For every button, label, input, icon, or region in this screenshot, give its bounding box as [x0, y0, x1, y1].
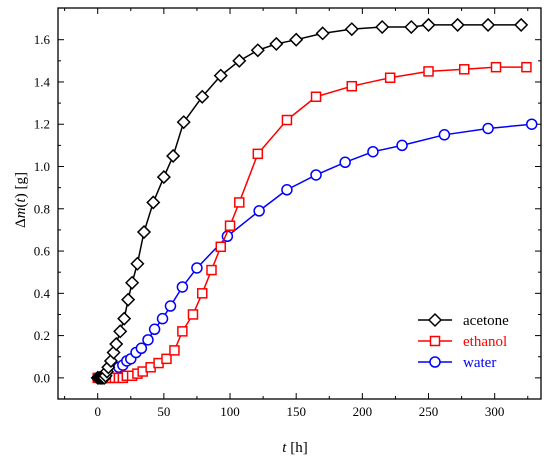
- data-point-acetone: [514, 17, 529, 32]
- data-point-acetone: [213, 68, 228, 83]
- data-point-water: [191, 262, 203, 274]
- legend-label: ethanol: [463, 334, 507, 350]
- data-point-acetone: [130, 256, 145, 271]
- data-point-water: [367, 145, 379, 158]
- data-point-ethanol: [281, 114, 293, 126]
- data-point-water: [164, 300, 177, 312]
- data-point-acetone: [136, 224, 152, 240]
- y-tick-label: 1.6: [34, 32, 51, 47]
- data-point-ethanol: [346, 80, 358, 92]
- data-point-acetone: [109, 336, 124, 352]
- y-axis-title: Δm(t) [g]: [13, 172, 29, 228]
- data-point-water: [148, 323, 161, 336]
- x-tick-label: 250: [419, 404, 439, 419]
- data-point-acetone: [156, 170, 171, 185]
- y-tick-label: 0.0: [34, 370, 50, 385]
- data-point-water: [525, 118, 538, 130]
- data-point-acetone: [125, 275, 140, 290]
- y-tick-label: 0.2: [34, 328, 50, 343]
- data-point-water: [135, 342, 148, 355]
- data-point-ethanol: [169, 345, 180, 356]
- data-point-water: [438, 129, 451, 141]
- legend-label: acetone: [463, 313, 509, 329]
- data-point-water: [396, 139, 408, 152]
- data-point-ethanol: [252, 148, 264, 160]
- y-tick-labels: 0.0 0.2 0.4 0.6 0.8 1.0 1.2 1.4 1.6: [34, 32, 51, 385]
- data-point-ethanol: [458, 64, 470, 75]
- data-point-water: [142, 334, 154, 346]
- data-point-acetone: [113, 324, 128, 339]
- legend-item-ethanol: ethanol: [418, 334, 507, 350]
- legend-item-acetone: acetone: [418, 312, 509, 329]
- data-point-ethanol: [161, 353, 172, 365]
- x-tick-label: 50: [157, 404, 170, 419]
- data-point-water: [310, 169, 322, 181]
- y-tick-label: 0.6: [34, 244, 51, 259]
- data-point-acetone: [481, 17, 496, 32]
- legend-marker: [429, 356, 441, 368]
- data-point-water: [281, 184, 293, 196]
- legend-item-water: water: [418, 355, 496, 371]
- legend-label: water: [463, 355, 496, 371]
- series-acetone: [90, 17, 529, 385]
- data-point-ethanol: [521, 61, 532, 73]
- data-point-ethanol: [310, 91, 322, 103]
- y-tick-label: 0.4: [34, 286, 51, 301]
- data-point-ethanol: [423, 66, 434, 77]
- data-point-acetone: [450, 17, 465, 32]
- series-line-acetone: [97, 24, 522, 379]
- y-tick-label: 1.0: [34, 159, 50, 174]
- data-point-ethanol: [490, 61, 502, 73]
- data-point-acetone: [250, 43, 265, 58]
- y-tick-label: 1.4: [34, 74, 51, 89]
- x-tick-label: 0: [94, 404, 101, 419]
- data-point-ethanol: [187, 309, 199, 320]
- data-point-acetone: [176, 115, 191, 130]
- data-point-acetone: [269, 36, 284, 51]
- x-tick-label: 150: [286, 404, 306, 419]
- data-point-ethanol: [196, 288, 208, 299]
- data-point-acetone: [315, 26, 330, 41]
- data-point-acetone: [232, 53, 247, 68]
- plot-frame: [57, 7, 542, 400]
- legend-marker: [429, 335, 441, 347]
- data-point-acetone: [375, 19, 390, 35]
- data-point-ethanol: [215, 241, 227, 253]
- data-point-acetone: [146, 195, 161, 210]
- data-point-water: [339, 156, 351, 169]
- data-point-acetone: [421, 17, 436, 32]
- data-point-acetone: [195, 89, 210, 104]
- data-point-ethanol: [234, 197, 245, 208]
- legend-marker: [427, 312, 443, 328]
- x-axis-title: t [h]: [282, 440, 307, 456]
- data-point-acetone: [166, 148, 181, 164]
- data-point-acetone: [121, 292, 136, 307]
- legend: acetone ethanol water: [418, 312, 509, 371]
- data-point-acetone: [344, 22, 359, 37]
- data-point-ethanol: [384, 72, 396, 83]
- x-tick-labels: 0 50 100 150 200 250 300: [94, 404, 504, 419]
- data-point-ethanol: [206, 264, 217, 276]
- y-tick-label: 0.8: [34, 201, 50, 216]
- series-line-ethanol: [97, 66, 527, 379]
- x-tick-label: 300: [485, 404, 505, 419]
- data-point-water: [156, 312, 169, 325]
- data-point-water: [253, 205, 265, 217]
- x-tick-label: 200: [353, 404, 373, 419]
- data-point-acetone: [117, 311, 132, 326]
- x-tick-label: 100: [220, 404, 240, 419]
- data-point-acetone: [404, 19, 419, 35]
- y-tick-label: 1.2: [34, 117, 50, 132]
- data-point-water: [176, 281, 189, 293]
- data-point-water: [482, 122, 494, 135]
- data-point-ethanol: [224, 220, 236, 231]
- data-point-ethanol: [177, 326, 188, 337]
- data-point-acetone: [289, 32, 304, 47]
- series-layer: [90, 17, 538, 385]
